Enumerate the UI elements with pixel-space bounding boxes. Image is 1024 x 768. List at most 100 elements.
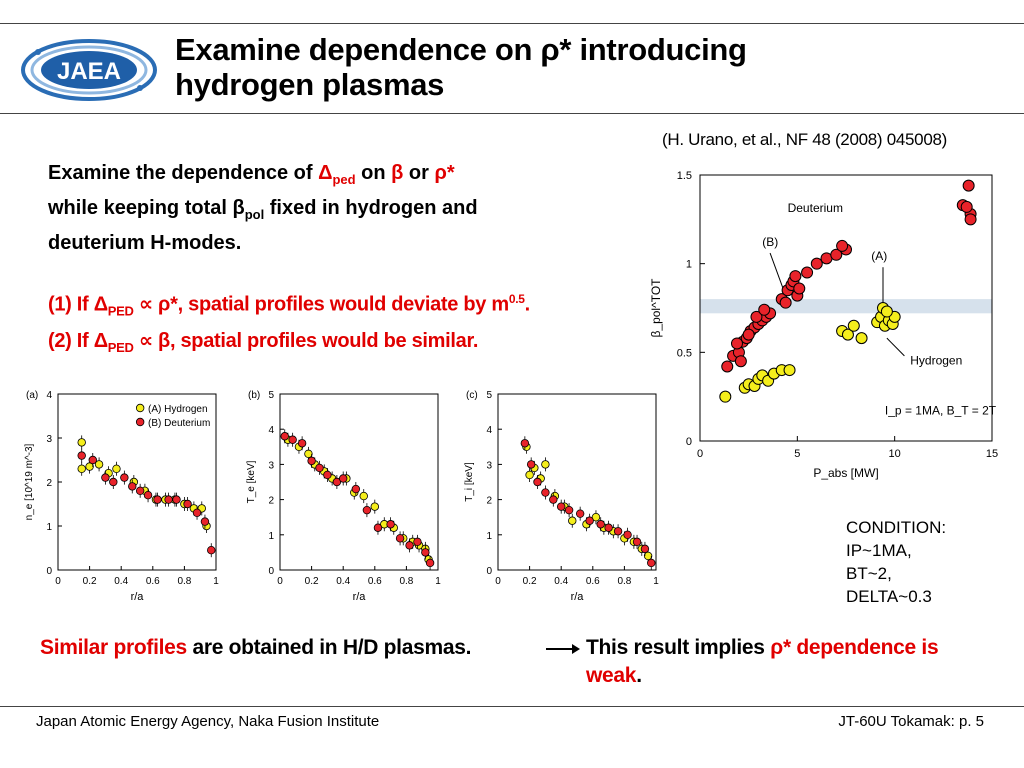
case-1-note: (1) If ΔPED ∝ ρ*, spatial profiles would… [48,292,530,319]
deuterium-point [425,558,435,568]
deuterium-point [596,520,605,529]
deuterium-point [120,473,129,482]
intro-paragraph: Examine the dependence of Δped on β or ρ… [48,162,478,254]
x-tick-label: 0 [697,448,703,460]
reference-band [700,299,992,314]
footer-institution: Japan Atomic Energy Agency, Naka Fusion … [36,713,380,730]
hydrogen-point [370,502,379,511]
legend-label: (A) Hydrogen [148,404,207,415]
x-tick-label: 0 [495,576,501,587]
y-tick-label: 1 [486,531,492,542]
deuterium-point [742,328,755,341]
hydrogen-label: Hydrogen [910,354,962,368]
conclusion-right: This result implies ρ* dependence is wea… [586,636,939,687]
deuterium-point [153,495,162,504]
deuterium-point [164,495,173,504]
deuterium-point [395,534,405,543]
hydrogen-point [77,438,86,447]
deuterium-point [307,456,316,466]
y-tick-label: 1 [268,531,274,542]
x-tick-label: 0.8 [399,576,413,587]
hydrogen-point [112,464,121,473]
condition-bt: BT~2, [846,564,892,583]
x-tick-label: 0.4 [336,576,350,587]
hydrogen-point [304,449,313,459]
deuterium-point [734,355,747,368]
deuterium-point [964,213,977,226]
x-tick-label: 0 [55,576,61,587]
x-tick-label: 0.6 [368,576,382,587]
deuterium-point [421,548,430,557]
deuterium-point [549,495,558,504]
deuterium-point [192,508,202,517]
y-tick-label: 1.5 [677,170,692,182]
deuterium-point [520,439,530,448]
x-tick-label: 0.6 [586,576,600,587]
y-tick-label: 3 [268,460,274,471]
deuterium-point [323,470,332,480]
deuterium-point [810,257,823,270]
deuterium-point [77,451,86,460]
y-axis-label: T_i [keV] [464,462,475,502]
condition-ip: IP~1MA, [846,541,912,560]
deuterium-point [779,296,792,309]
deuterium-point [135,486,145,495]
hydrogen-point [643,551,653,561]
y-tick-label: 5 [268,390,274,401]
header-rule [0,113,1024,114]
y-tick-label: 2 [486,496,492,507]
y-tick-label: 4 [486,425,492,436]
deuterium-point [172,495,181,504]
deuterium-point [109,477,118,487]
deuterium-point [288,435,297,444]
x-tick-label: 0.4 [554,576,568,587]
x-tick-label: 0.8 [617,576,631,587]
deuterium-point [200,517,210,526]
condition-delta: DELTA~0.3 [846,587,932,606]
deuterium-point [556,502,566,511]
panel-label: (c) [466,390,478,401]
deuterium-point [836,239,849,252]
y-tick-label: 5 [486,390,492,401]
deuterium-point [721,360,734,373]
legend-marker [135,403,145,413]
deuterium-point [647,558,656,568]
x-tick-label: 10 [889,448,901,460]
x-tick-label: 0.2 [83,576,97,587]
deuterium-point [585,516,594,525]
deuterium-point [604,523,613,532]
deuterium-point [793,282,806,295]
deuterium-point [413,537,422,547]
y-tick-label: 0 [268,566,274,577]
case-2-note: (2) If ΔPED ∝ β, spatial profiles would … [48,330,479,355]
x-tick-label: 1 [213,576,219,587]
footer-rule [0,706,1024,707]
conclusion-left: Similar profiles are obtained in H/D pla… [40,636,472,659]
y-tick-label: 0 [46,566,52,577]
deuterium-point [541,488,550,497]
x-axis-label: r/a [131,591,145,603]
deuterium-point [386,520,395,529]
plot-frame [699,174,993,442]
hydrogen-point [541,460,550,469]
condition-block: CONDITION: IP~1MA, BT~2, DELTA~0.3 [846,516,946,608]
deuterium-point [315,463,324,473]
deuterium-point [101,473,110,482]
legend-label: (B) Deuterium [148,418,210,429]
arrow-right-icon [546,644,580,654]
deuterium-point [962,179,975,192]
deuterium-point [750,310,763,323]
deuterium-point [640,544,650,554]
y-tick-label: 1 [686,259,692,271]
deuterium-point [143,490,153,500]
hydrogen-point [855,332,868,345]
deuterium-point [351,484,361,494]
density-profile-chart: (a) 0 0.2 0.4 0.6 0.8 1 0 1 2 3 4 r/a n_e [10^19 m^-3… [24,390,219,603]
deuterium-point [564,505,574,515]
deuterium-point [789,270,802,283]
deuterium-point [575,509,585,518]
conditions-annotation: I_p = 1MA, B_T = 2T [885,403,997,417]
x-axis-label: r/a [353,591,367,603]
hydrogen-pointer [886,337,905,357]
x-axis-label: r/a [571,591,585,603]
